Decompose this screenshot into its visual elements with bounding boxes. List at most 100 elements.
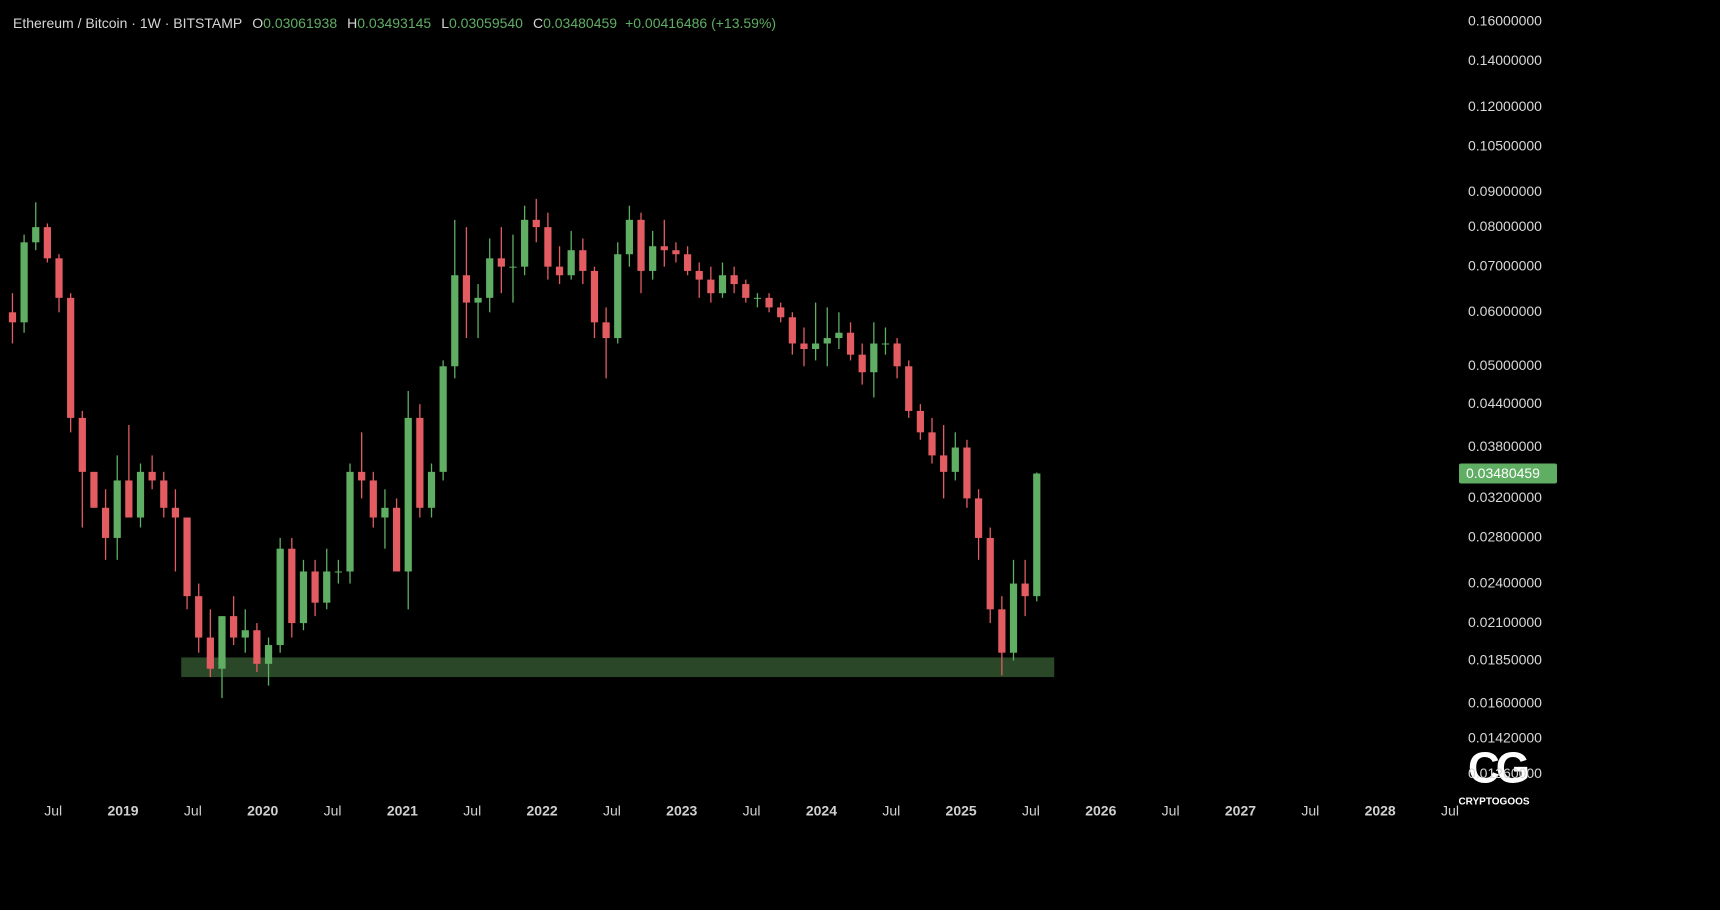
x-tick-label: 2020 (247, 803, 278, 819)
candle-body (544, 227, 552, 267)
last-price-tag (1459, 463, 1557, 484)
y-tick-label: 0.02100000 (1468, 614, 1542, 630)
candle (381, 489, 389, 549)
candle (404, 390, 412, 610)
candle-body (881, 343, 890, 345)
candle (765, 293, 773, 313)
candle (334, 559, 342, 584)
candle (637, 212, 645, 294)
candle-body (334, 571, 342, 573)
candle (160, 471, 168, 518)
candle (8, 293, 17, 344)
candle-body (858, 354, 866, 373)
candle-body (358, 471, 366, 481)
candle-body (299, 571, 308, 624)
candle-body (777, 307, 785, 318)
candle-body (800, 343, 808, 350)
candle (101, 489, 110, 560)
candle-body (835, 332, 843, 339)
candle-body (195, 596, 203, 638)
candle (742, 279, 750, 303)
candle (136, 463, 145, 528)
candle (846, 322, 855, 361)
candle (451, 219, 459, 379)
candle-body (625, 219, 633, 255)
candle-body (765, 297, 773, 308)
candle (928, 417, 936, 464)
y-tick-label: 0.02400000 (1468, 574, 1542, 590)
x-tick-label: Jul (603, 803, 621, 819)
candle-body (160, 480, 168, 508)
candle (753, 293, 762, 308)
candle (276, 537, 284, 653)
candle (532, 198, 540, 243)
candle-body (392, 507, 401, 572)
candle (812, 302, 820, 361)
ohlc-label: L (441, 15, 449, 31)
candle-body (8, 312, 17, 323)
candle (32, 202, 40, 251)
x-tick-label: Jul (463, 803, 481, 819)
y-tick-label: 0.01600000 (1468, 694, 1542, 710)
y-tick-label: 0.10500000 (1468, 137, 1542, 153)
candle-body (846, 332, 855, 355)
candle (916, 404, 924, 440)
ohlc-value: 0.03061938 (263, 15, 337, 31)
candle-body (695, 270, 703, 280)
candle (67, 293, 75, 433)
candle-body (974, 498, 983, 538)
candle-body (276, 548, 284, 646)
candle (171, 489, 180, 572)
candle (881, 327, 890, 355)
candle-body (998, 609, 1006, 653)
candle-body (55, 258, 63, 298)
candle (509, 234, 517, 303)
symbol: Ethereum / Bitcoin · 1W · BITSTAMP (13, 15, 242, 31)
change: +0.00416486 (+13.59%) (625, 15, 776, 31)
y-tick-label: 0.07000000 (1468, 257, 1542, 273)
candle (241, 609, 249, 653)
logo-name: CRYPTOGOOS (1458, 797, 1529, 808)
candle (311, 559, 319, 617)
header: Ethereum / Bitcoin · 1W · BITSTAMP O0.030… (13, 15, 776, 31)
y-tick-label: 0.04400000 (1468, 395, 1542, 411)
candle (323, 548, 331, 610)
candle (462, 227, 471, 339)
candle (183, 517, 191, 610)
ohlc-value: 0.03059540 (449, 15, 523, 31)
candle (43, 223, 51, 263)
candle-body (241, 630, 249, 638)
candle-body (171, 507, 180, 518)
candle (113, 455, 121, 560)
candle-body (427, 471, 436, 508)
candle-body (614, 254, 622, 339)
candle (555, 246, 564, 285)
x-tick-label: Jul (1022, 803, 1040, 819)
x-tick-label: 2026 (1085, 803, 1116, 819)
candle-body (532, 219, 540, 228)
y-tick-label: 0.02800000 (1468, 529, 1542, 545)
candle-body (451, 275, 459, 367)
x-tick-label: Jul (1441, 803, 1459, 819)
candle (602, 307, 610, 379)
candle-body (893, 343, 901, 367)
candle (963, 439, 971, 508)
candle (940, 425, 948, 499)
x-tick-label: Jul (184, 803, 202, 819)
x-tick-label: 2028 (1365, 803, 1396, 819)
candle-body (20, 242, 28, 323)
candle (416, 404, 424, 518)
y-tick-label: 0.03200000 (1468, 489, 1542, 505)
candle-body (521, 219, 529, 267)
y-tick-label: 0.01850000 (1468, 651, 1542, 667)
candle (125, 425, 133, 518)
candle-body (78, 417, 86, 472)
candle (951, 432, 959, 481)
candle-body (369, 480, 377, 518)
candle-body (264, 645, 273, 664)
candle (218, 616, 226, 699)
x-tick-label: Jul (1162, 803, 1180, 819)
candle (474, 284, 482, 339)
candle-body (404, 417, 412, 572)
candle (835, 312, 843, 350)
